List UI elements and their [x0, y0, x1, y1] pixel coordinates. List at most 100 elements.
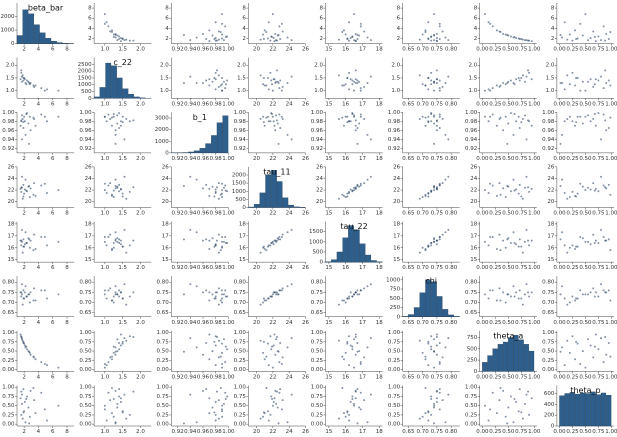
scatter-point — [342, 84, 345, 87]
x-tick-label: 8 — [65, 47, 69, 53]
scatter-point — [430, 189, 433, 192]
hist-bar — [56, 42, 63, 44]
x-tick-label: 0.75 — [431, 265, 444, 271]
scatter-point — [444, 178, 447, 181]
y-tick-label: 0.75 — [542, 290, 555, 296]
scatter-point — [609, 116, 612, 119]
scatter-point — [438, 408, 441, 411]
scatter-point — [281, 356, 284, 359]
x-tick-label: 0.25 — [489, 101, 502, 107]
scatter-point — [349, 78, 352, 81]
scatter-point — [504, 196, 507, 199]
scatter-point — [369, 138, 372, 141]
hist-bar — [590, 391, 596, 427]
scatter-point — [118, 35, 121, 38]
scatter-point — [224, 391, 227, 394]
scatter-point — [438, 238, 441, 241]
scatter-point — [217, 233, 220, 236]
scatter-point — [22, 238, 25, 241]
scatter-point — [280, 289, 283, 292]
scatter-point — [441, 399, 444, 402]
scatter-point — [509, 79, 512, 82]
scatter-point — [221, 410, 224, 413]
x-tick-label: 6 — [51, 101, 55, 107]
y-tick-label: 20 — [393, 199, 400, 205]
scatter-point — [359, 87, 362, 90]
scatter-point — [112, 115, 115, 118]
y-tick-label: 0.00 — [388, 422, 401, 428]
x-tick-label: 18 — [376, 156, 383, 162]
scatter-point — [201, 187, 204, 190]
scatter-point — [277, 142, 280, 145]
hist-bar — [336, 251, 343, 263]
scatter-point — [116, 350, 119, 353]
x-tick-label: 2.0 — [136, 265, 145, 271]
scatter-point — [279, 238, 282, 241]
scatter-point — [574, 299, 577, 302]
scatter-point — [189, 283, 192, 286]
scatter-point — [489, 115, 492, 118]
x-tick-label: 2.0 — [136, 320, 145, 326]
hist-bar — [331, 259, 337, 263]
y-tick-label: 0.50 — [79, 403, 92, 409]
scatter-point — [266, 245, 269, 248]
scatter-point — [217, 74, 220, 77]
x-tick-label: 0.65 — [402, 265, 415, 271]
y-tick-label: 8 — [397, 6, 401, 12]
scatter-point — [276, 406, 279, 409]
scatter-point — [34, 84, 37, 87]
hist-bar — [193, 150, 200, 154]
scatter-point — [433, 82, 436, 85]
hist-bar — [508, 337, 514, 372]
y-tick-label: 1.0 — [6, 88, 15, 94]
y-tick-label: 6 — [551, 16, 555, 22]
scatter-point — [20, 402, 23, 405]
scatter-point — [559, 238, 562, 241]
scatter-point — [604, 336, 607, 339]
scatter-point — [262, 301, 265, 304]
x-tick-label: 0.50 — [579, 211, 592, 217]
scatter-point — [341, 299, 344, 302]
x-tick-label: 0.75 — [592, 101, 605, 107]
x-tick-label: 0.75 — [592, 374, 605, 380]
y-tick-label: 20 — [547, 199, 554, 205]
scatter-point — [266, 37, 269, 40]
scatter-point — [290, 228, 293, 231]
scatter-point — [276, 122, 279, 125]
hist-bar — [585, 393, 591, 427]
x-tick-label: 2 — [22, 101, 26, 107]
scatter-point — [444, 346, 447, 349]
scatter-point — [125, 339, 128, 342]
scatter-point — [57, 240, 60, 243]
scatter-point — [112, 242, 115, 245]
y-tick-label: 2 — [397, 36, 401, 42]
x-tick-label: 24 — [286, 101, 293, 107]
scatter-point — [607, 127, 610, 130]
x-tick-label: 0.96 — [197, 211, 210, 217]
scatter-point — [576, 115, 579, 118]
scatter-point — [575, 121, 578, 124]
scatter-point — [211, 80, 214, 83]
scatter-point — [354, 186, 357, 189]
hist-bar — [188, 151, 194, 154]
scatter-point — [20, 228, 23, 231]
scatter-point — [263, 124, 266, 127]
scatter-point — [45, 297, 48, 300]
scatter-point — [280, 115, 283, 118]
scatter-point — [262, 121, 265, 124]
x-tick-label: 1.00 — [605, 211, 617, 217]
y-tick-label: 16 — [547, 245, 554, 251]
hist-bar — [33, 24, 40, 44]
scatter-point — [344, 196, 347, 199]
scatter-point — [438, 22, 441, 25]
x-tick-label: 26 — [302, 265, 309, 271]
scatter-point — [123, 283, 126, 286]
x-tick-label: 16 — [342, 156, 349, 162]
scatter-point — [116, 34, 119, 37]
y-tick-label: 8 — [474, 6, 478, 12]
scatter-point — [566, 197, 569, 200]
scatter-point — [217, 182, 220, 185]
scatter-point — [226, 395, 229, 398]
hist-bar — [288, 204, 294, 208]
scatter-point — [263, 29, 266, 32]
